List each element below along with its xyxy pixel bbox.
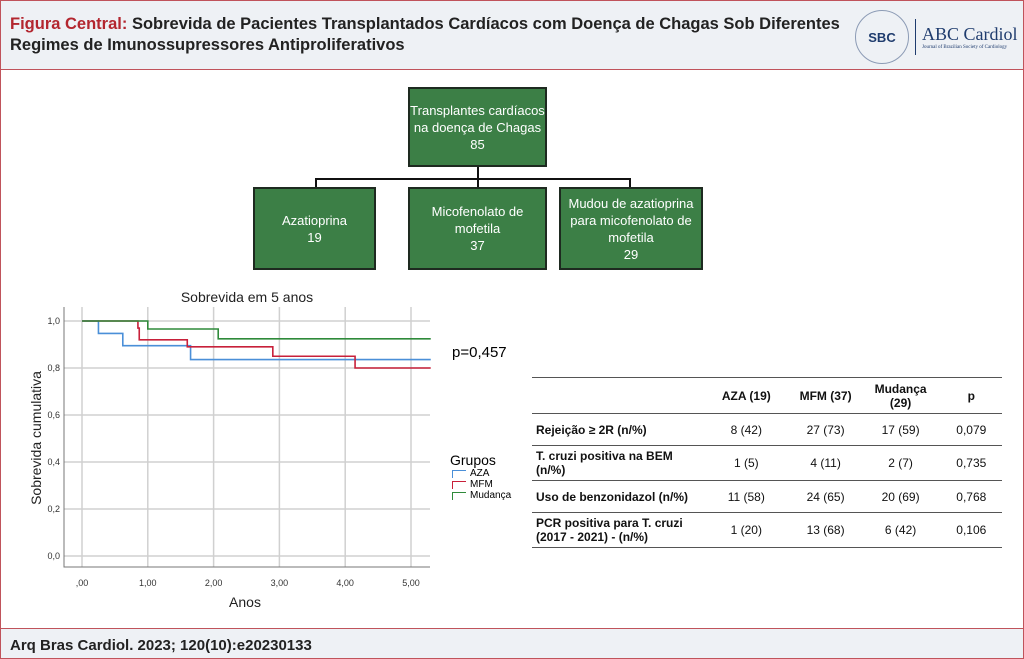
table-cell: Uso de benzonidazol (n/%): [532, 480, 702, 513]
flow-text: mofetila: [454, 221, 501, 236]
logo-divider: [915, 19, 916, 55]
y-tick-label: 0,0: [47, 551, 60, 561]
x-tick-label: 1,00: [139, 578, 157, 588]
legend-title: Grupos: [450, 452, 496, 468]
survival-curve-aza: [82, 320, 431, 361]
table-header: AZA (19): [702, 377, 791, 414]
seal-text: SBC: [868, 29, 896, 45]
table-cell: 13 (68): [790, 512, 861, 548]
flow-text: mofetila: [608, 229, 654, 245]
table-cell: 0,106: [940, 512, 1002, 548]
x-tick-label: ,00: [76, 578, 89, 588]
flow-text: Mudou de azatioprina: [568, 195, 694, 211]
flow-box-mudanca: Mudou de azatioprina para micofenolato de…: [559, 187, 703, 270]
legend-item-aza: AZA: [452, 468, 511, 479]
legend-item-mudanca: Mudança: [452, 490, 511, 501]
flow-box-azatioprina: Azatioprina 19: [253, 187, 376, 270]
flow-text: 85: [470, 136, 485, 152]
legend-label: MFM: [470, 479, 493, 490]
table-cell: 0,735: [940, 445, 1002, 481]
y-tick-label: 1,0: [47, 316, 60, 326]
legend-swatch: [452, 480, 466, 489]
flow-text: 19: [307, 229, 322, 245]
flow-box-micofenolato: Micofenolato de mofetila 37: [408, 187, 547, 270]
y-tick-label: 0,2: [47, 504, 60, 514]
brand-subtitle: Journal of Brazilian Society of Cardiolo…: [922, 45, 1008, 50]
flow-text: Azatioprina: [281, 212, 348, 228]
table-cell: 17 (59): [860, 413, 941, 446]
table-row: Uso de benzonidazol (n/%) 11 (58) 24 (65) 2…: [532, 480, 1002, 513]
table-row: Rejeição ≥ 2R (n/%) 8 (42) 27 (73) 17 (59) 0…: [532, 413, 1002, 446]
legend-swatch: [452, 491, 466, 500]
y-tick-label: 0,8: [47, 363, 60, 373]
flow-text: Transplantes cardíacos: [410, 102, 545, 118]
table-cell: 2 (7): [860, 445, 941, 481]
chart-title: Sobrevida em 5 anos: [181, 289, 313, 305]
survival-chart: Sobrevida em 5 anos ,00 1,00 2,00 3,00 4,00 5,…: [28, 289, 431, 610]
citation: Arq Bras Cardiol. 2023; 120(10):e2023013…: [0, 628, 1024, 659]
table-cell: 0,079: [940, 413, 1002, 446]
header: Figura Central: Sobrevida de Pacientes T…: [0, 0, 1024, 70]
table-row: T. cruzi positiva na BEM (n/%) 1 (5) 4 (11…: [532, 445, 1002, 481]
brand-name: ABC Cardiol: [922, 24, 1018, 44]
table-cell: 20 (69): [860, 480, 941, 513]
flow-text: 37: [470, 238, 485, 253]
title-prefix: Figura Central:: [10, 15, 128, 33]
legend-label: AZA: [470, 468, 490, 479]
flow-text: para micofenolato de: [570, 212, 692, 228]
x-tick-label: 2,00: [205, 578, 223, 588]
connector: [629, 178, 631, 188]
x-tick-label: 5,00: [402, 578, 420, 588]
table-cell: T. cruzi positiva na BEM (n/%): [532, 445, 702, 481]
table-cell: 1 (5): [702, 445, 791, 481]
table-cell: Rejeição ≥ 2R (n/%): [532, 413, 702, 446]
table-header: Mudança (29): [860, 377, 941, 414]
table-header: p: [940, 377, 1002, 414]
legend-label: Mudança: [470, 490, 512, 501]
connector: [477, 178, 479, 188]
flow-text: Micofenolato de: [431, 204, 524, 219]
legend-swatch: [452, 469, 466, 478]
connector: [477, 167, 479, 179]
chart-legend: Grupos AZA MFM Mudança: [450, 452, 511, 501]
results-table: AZA (19) MFM (37) Mudança (29) p Rejeiçã…: [532, 377, 1002, 548]
connector: [315, 178, 631, 180]
table-cell: PCR positiva para T. cruzi (2017 - 2021)…: [532, 512, 702, 548]
connector: [315, 178, 317, 188]
page-title: Figura Central: Sobrevida de Pacientes T…: [10, 14, 840, 56]
table-cell: 1 (20): [702, 512, 791, 548]
table-header: MFM (37): [790, 377, 861, 414]
flow-text: 29: [623, 246, 639, 262]
table-header: [532, 377, 702, 414]
table-row: PCR positiva para T. cruzi (2017 - 2021)…: [532, 512, 1002, 548]
sbc-seal-icon: SBC: [855, 10, 909, 64]
table-cell: 8 (42): [702, 413, 791, 446]
p-value: p=0,457: [452, 344, 507, 361]
table-cell: 6 (42): [860, 512, 941, 548]
x-axis-label: Anos: [229, 594, 261, 610]
title-text: Sobrevida de Pacientes Transplantados Ca…: [10, 15, 840, 54]
table-cell: 11 (58): [702, 480, 791, 513]
table-cell: 27 (73): [790, 413, 861, 446]
flow-text: na doença de Chagas: [413, 119, 542, 135]
y-tick-label: 0,6: [47, 410, 60, 420]
table-cell: 4 (11): [790, 445, 861, 481]
y-axis-label: Sobrevida cumulativa: [28, 371, 44, 505]
survival-curve-mudança: [82, 320, 431, 340]
axis: [63, 307, 430, 568]
survival-curve-mfm: [82, 320, 431, 369]
journal-logo: SBC ABC Cardiol Journal of Brazilian Soci…: [855, 10, 1018, 64]
flow-root-box: Transplantes cardíacos na doença de Chaga…: [408, 87, 547, 167]
legend-item-mfm: MFM: [452, 479, 511, 490]
table-cell: 24 (65): [790, 480, 861, 513]
x-tick-label: 4,00: [336, 578, 354, 588]
y-tick-label: 0,4: [47, 457, 60, 467]
table-cell: 0,768: [940, 480, 1002, 513]
x-tick-label: 3,00: [271, 578, 289, 588]
